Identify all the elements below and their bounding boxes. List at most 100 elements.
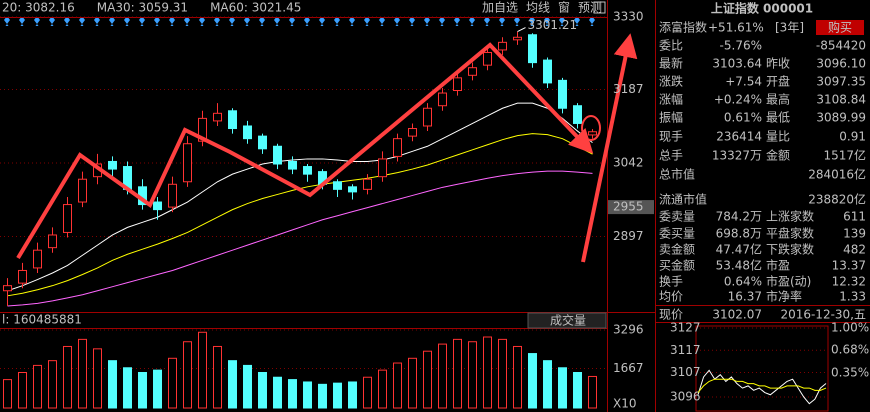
volume-bar [318,383,327,409]
toolbar-button[interactable]: 预测 [578,1,602,15]
quote-label: 卖金额 [659,242,695,257]
quote-label: 市净率 [766,289,802,304]
candle-body [198,117,207,142]
quote-label: 量比 [766,130,790,144]
quote-value: 0.64% [724,275,762,289]
quote-label: 总市值 [659,167,695,182]
volume-bar [183,341,192,409]
quote-title: 上证指数 000001 [711,1,813,16]
buy-button-box[interactable] [816,20,864,35]
volume-bar [588,375,597,409]
ma-line [7,102,593,292]
quote-value: 0.61% [724,111,762,125]
quote-value: 13327万 [712,149,762,163]
fund-name: 添富指数 [659,20,707,35]
close-button[interactable] [593,1,606,14]
quote-value: +0.24% [714,93,762,107]
quote-label: 市盈 [766,258,790,273]
quote-label: 换手 [659,275,683,289]
intraday-line [697,378,827,393]
candle-body [48,234,57,249]
y2-tick-label: 0.35% [831,365,869,379]
y-tick-label: 3187 [613,82,644,96]
candle-body [363,178,372,190]
quote-label: 现手 [659,130,683,144]
candle-body [348,186,357,193]
buy-button[interactable]: 购买 [828,20,852,35]
volume-selector-box[interactable] [527,312,607,329]
quote-value: 3096.10 [816,57,866,71]
volume-bar [108,360,117,409]
quote-value: 139 [843,227,866,241]
cursor-price-box [608,200,654,215]
cursor-price: 2955 [613,200,644,214]
candle-body [438,92,447,107]
volume-bar [378,369,387,409]
quote-value: 784.2万 [716,210,762,224]
fund-period: [3年] [775,21,804,35]
candle-body [558,79,567,109]
quote-label: 委卖量 [659,210,695,224]
quote-value: 482 [843,243,866,257]
candle-body [498,41,507,51]
trend-arrows [16,33,638,263]
candle-body [3,285,12,292]
volume-bar [48,360,57,409]
candle-body [483,51,492,66]
y-tick-label: 3296 [613,323,644,337]
quote-value: 698.8万 [716,227,762,241]
volume-bar [348,381,357,409]
candle-body [63,204,72,233]
quote-value: 53.48亿 [716,258,762,273]
volume-bar [498,338,507,409]
y-tick-label: 2897 [613,229,644,243]
quote-value: 3097.35 [816,75,866,89]
toolbar-button[interactable]: 窗 [558,1,570,15]
peak-label: 3301.21 [528,18,578,32]
volume-bar [78,338,87,409]
volume-unit: X10 [613,397,637,411]
quote-value: 1517亿 [823,148,866,163]
candle-body [243,125,252,140]
volume-selector[interactable]: 成交量 [550,313,586,328]
y-tick-label: 3107 [670,365,701,379]
volume-header: l: 160485881 [2,313,82,327]
candle-body [183,143,192,183]
quote-value: 47.47亿 [716,242,762,257]
quote-value: 16.37 [728,290,762,304]
candle-body [543,59,552,84]
candle-body [288,160,297,170]
volume-bar [93,348,102,409]
quote-label: 金额 [766,148,790,163]
ma-legend: 20: 3082.16 [2,1,75,15]
price-chart: 3301.21 [0,16,607,307]
toolbar-button[interactable]: 均线 [526,1,550,15]
quote-value: -854420 [816,39,866,53]
quote-label: 开盘 [766,74,790,89]
quote-label: 振幅 [659,110,683,125]
toolbar-button[interactable]: 加自选 [482,1,518,15]
quote-value: -5.76% [720,39,762,53]
volume-bar [408,357,417,409]
volume-bar [513,345,522,409]
volume-bar [273,376,282,409]
intraday-frame [695,325,829,412]
quote-label: 涨跌 [659,74,683,89]
quote-label: 最高 [766,92,790,107]
quote-value: 3102.07 [712,308,762,322]
candle-body [303,166,312,175]
y-tick-label: 3042 [613,155,644,169]
ma-line [7,170,593,307]
quote-label: 昨收 [766,57,790,71]
intraday-line [697,369,827,405]
ma-legend: MA30: 3059.31 [97,1,188,15]
volume-bar [138,372,147,409]
candle-body [588,131,597,136]
candle-body [393,138,402,157]
volume-bar [363,376,372,409]
quote-value: +7.54 [725,75,762,89]
quote-value: 236414 [716,130,762,144]
quote-label: 涨幅 [659,92,683,107]
